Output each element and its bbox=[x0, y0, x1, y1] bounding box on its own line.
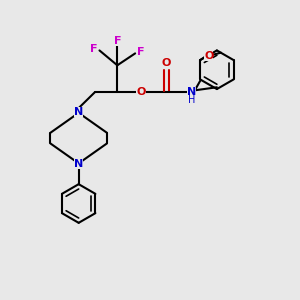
Text: O: O bbox=[136, 87, 146, 97]
Text: N: N bbox=[187, 87, 196, 97]
Text: O: O bbox=[204, 51, 214, 61]
Text: F: F bbox=[137, 47, 144, 57]
Text: F: F bbox=[114, 36, 121, 46]
Text: H: H bbox=[188, 95, 195, 105]
Text: F: F bbox=[90, 44, 98, 54]
Text: O: O bbox=[162, 58, 171, 68]
Text: N: N bbox=[74, 107, 83, 117]
Text: N: N bbox=[74, 159, 83, 169]
